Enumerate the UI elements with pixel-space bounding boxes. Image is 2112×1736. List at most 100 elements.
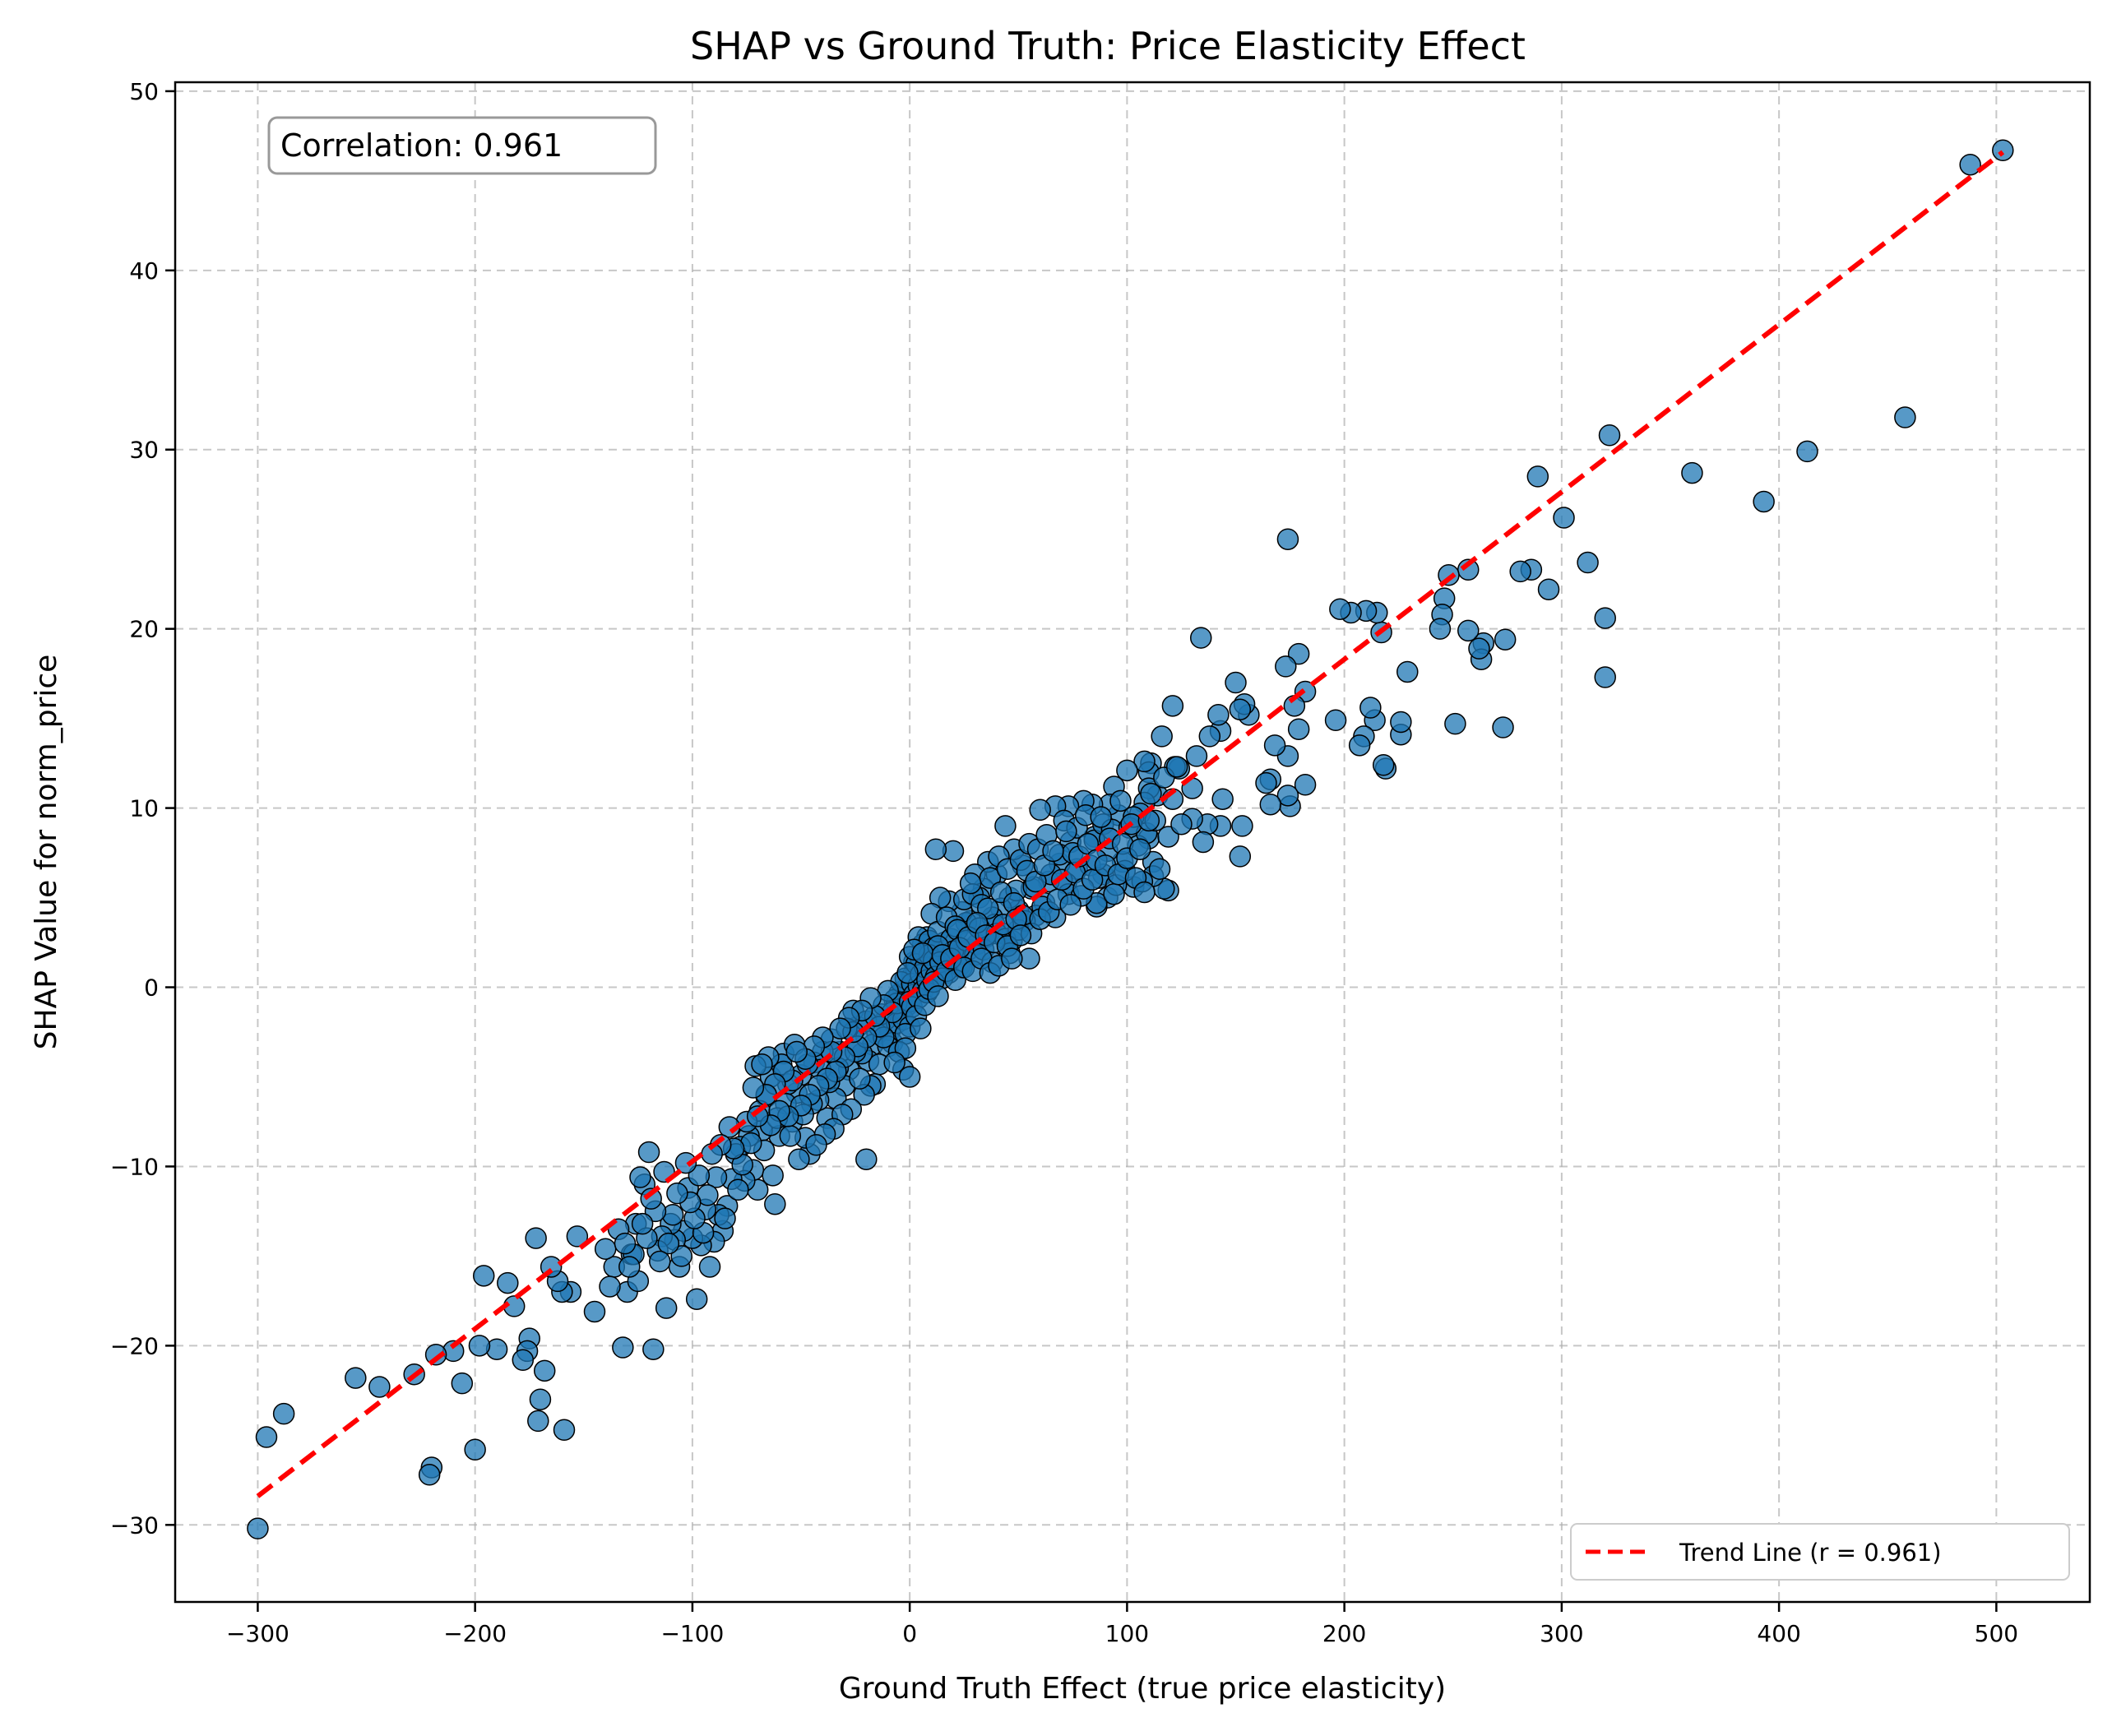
scatter-point (631, 1212, 654, 1235)
y-tick-label: 0 (144, 974, 159, 1002)
scatter-point (655, 1297, 678, 1319)
scatter-point (746, 1105, 769, 1127)
scatter-point (883, 1051, 905, 1074)
scatter-point (1128, 838, 1151, 860)
scatter-point (1526, 465, 1549, 488)
scatter-point (849, 1067, 871, 1090)
scatter-point (785, 1040, 808, 1063)
scatter-point (451, 1372, 474, 1395)
scatter-point (1894, 406, 1916, 428)
scatter-point (1537, 578, 1560, 600)
scatter-point (764, 1192, 786, 1215)
scatter-point (1457, 619, 1480, 642)
scatter-point (533, 1359, 556, 1382)
chart-title: SHAP vs Ground Truth: Price Elasticity E… (690, 24, 1526, 68)
legend-label: Trend Line (r = 0.961) (1679, 1539, 1942, 1567)
scatter-point (959, 872, 982, 895)
scatter-point (1509, 560, 1531, 583)
scatter-point (1598, 424, 1621, 447)
scatter-point (1161, 695, 1184, 717)
scatter-point (618, 1256, 641, 1278)
scatter-point (657, 1232, 680, 1255)
scatter-point (1494, 628, 1517, 650)
scatter-point (762, 1164, 784, 1187)
x-tick-label: −300 (226, 1620, 289, 1647)
scatter-point (368, 1376, 391, 1398)
scatter-point (805, 1134, 827, 1156)
scatter-point (1189, 627, 1212, 649)
trend-line (256, 150, 2005, 1498)
scatter-point (1753, 490, 1775, 513)
scatter-point (1263, 734, 1286, 757)
x-tick-label: 300 (1540, 1620, 1583, 1647)
scatter-point (529, 1388, 552, 1410)
annotation-text: Correlation: 0.961 (280, 127, 563, 164)
scatter-point (674, 1151, 697, 1174)
axes: −300 −200 −100 0 100 200 300 400 500−30−20−10010… (110, 78, 2091, 1647)
scatter-point (464, 1438, 486, 1461)
scatter-point (1959, 153, 1981, 176)
plot-frame (174, 81, 2091, 1604)
scatter-point (1185, 745, 1208, 767)
scatter-point (594, 1238, 617, 1260)
x-tick-label: 0 (902, 1620, 917, 1647)
scatter-point (1348, 734, 1371, 757)
scatter-point (468, 1335, 491, 1357)
y-tick-label: −20 (110, 1332, 159, 1359)
scatter-point (1594, 607, 1616, 629)
y-tick-label: −10 (110, 1153, 159, 1180)
scatter-point (1059, 894, 1081, 916)
x-tick-label: 500 (1975, 1620, 2018, 1647)
scatter-point (1165, 756, 1188, 778)
scatter-point (345, 1367, 367, 1389)
scatter-point (525, 1227, 547, 1249)
scatter-point (1390, 711, 1412, 734)
annotation-box (267, 116, 657, 175)
trend-line-group (256, 150, 2005, 1498)
scatter-point (1055, 820, 1077, 843)
scatter-point (512, 1349, 535, 1372)
scatter-point (1207, 704, 1230, 726)
y-tick-label: −30 (110, 1511, 159, 1539)
scatter-point (788, 1148, 810, 1170)
scatter-point (1992, 139, 2014, 162)
scatter-point (685, 1288, 708, 1310)
scatter-point (497, 1271, 519, 1294)
scatter-point (247, 1517, 269, 1539)
scatter-point (994, 815, 1017, 837)
scatter-point (1796, 440, 1818, 463)
scatter-point (1396, 660, 1419, 683)
scatter-point (272, 1402, 295, 1425)
y-tick-label: 50 (129, 78, 159, 105)
scatter-point (642, 1338, 665, 1360)
scatter-point (1109, 789, 1132, 812)
scatter-point (1444, 712, 1466, 735)
scatter-point (1042, 840, 1064, 863)
scatter-point (1001, 947, 1023, 970)
scatter-point (1229, 845, 1252, 868)
scatter-point (566, 1225, 589, 1248)
scatter-point (1133, 750, 1156, 773)
scatter-point (1492, 716, 1514, 738)
scatter-point (896, 961, 919, 984)
scatter-point (1681, 461, 1703, 484)
legend: Trend Line (r = 0.961) (1570, 1523, 2070, 1581)
scatter-point (927, 985, 949, 1007)
scatter-point (1594, 666, 1616, 688)
scatter-point (1192, 831, 1215, 854)
scatter-point (1329, 598, 1351, 620)
x-tick-label: 200 (1322, 1620, 1366, 1647)
scatter-point (1275, 655, 1297, 678)
scatter-point (649, 1250, 671, 1273)
x-axis-title: Ground Truth Effect (true price elastici… (839, 1672, 1446, 1706)
scatter-point (1231, 815, 1253, 837)
x-tick-label: −100 (660, 1620, 724, 1647)
scatter-point (612, 1336, 634, 1359)
y-tick-label: 10 (129, 795, 159, 822)
scatter-point (742, 1076, 765, 1099)
scatter-point (1211, 788, 1234, 810)
scatter-point (1359, 697, 1382, 719)
scatter-point (1276, 785, 1299, 807)
scatter-point (829, 1017, 851, 1039)
